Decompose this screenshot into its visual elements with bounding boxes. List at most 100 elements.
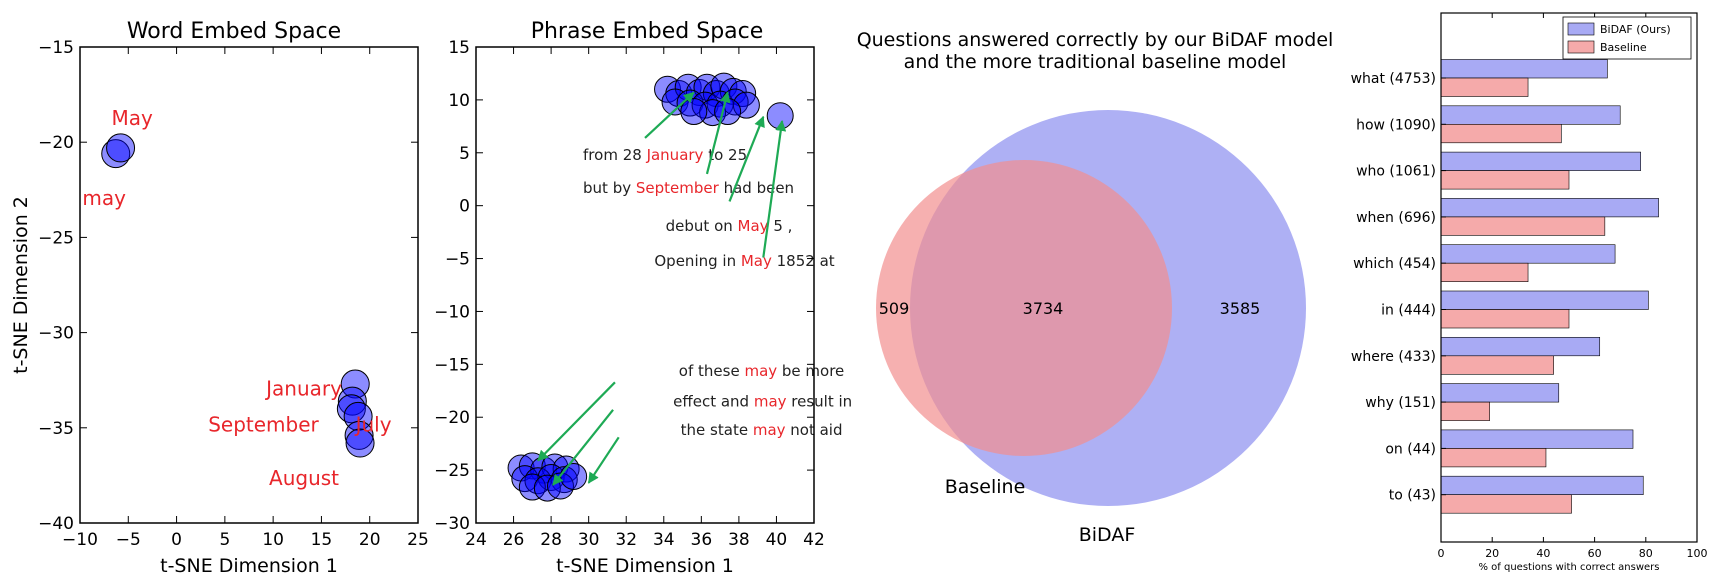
bar-baseline xyxy=(1440,494,1572,514)
word-label: may xyxy=(82,186,126,210)
scatter-point xyxy=(732,91,760,119)
bar-baseline xyxy=(1440,262,1529,283)
x-tick-label: 15 xyxy=(311,530,333,550)
phrase-annotation: of these may be more xyxy=(679,362,845,380)
phrase-embed-xlabel: t-SNE Dimension 1 xyxy=(556,555,734,577)
bar-legend-swatch-bidaf xyxy=(1567,22,1595,36)
bar-x-ticks: 0 20 40 60 80 100 xyxy=(1438,13,1708,560)
word-embed-frame xyxy=(79,46,419,524)
bar-frame xyxy=(1440,12,1698,543)
bar-bidaf xyxy=(1440,475,1644,496)
bar-category-labels: what (4753) how (1090) who (1061) when (696… xyxy=(1351,71,1446,504)
phrase-annotation: but by September had been xyxy=(583,179,794,197)
annotation-arrow xyxy=(537,381,616,462)
phrase-text: but by xyxy=(583,179,636,197)
bar-baseline xyxy=(1440,170,1570,190)
bar-category-label: when (696) xyxy=(1356,210,1436,226)
y-tick-label: 10 xyxy=(448,91,470,111)
scatter-point xyxy=(518,473,546,501)
word-embed-labels: May may January September July August xyxy=(82,106,391,490)
bar-baseline xyxy=(1440,216,1606,236)
venn-title-line-1: Questions answered correctly by our BiDA… xyxy=(857,29,1334,51)
highlighted-word: may xyxy=(754,393,787,411)
y-tick-label: 15 xyxy=(448,38,470,58)
word-label: August xyxy=(269,466,339,490)
venn-label-bidaf: BiDAF xyxy=(1079,524,1136,546)
bar-category-label: why (151) xyxy=(1365,395,1436,411)
phrase-text: Opening in xyxy=(654,252,740,270)
scatter-point xyxy=(560,462,588,490)
annotation-arrow xyxy=(552,409,614,486)
bar-bidaf xyxy=(1440,244,1616,264)
phrase-text: effect and xyxy=(673,393,754,411)
bar-baseline xyxy=(1440,309,1570,329)
venn-title-line-2: and the more traditional baseline model xyxy=(904,51,1287,73)
highlighted-word: May xyxy=(738,217,769,235)
x-tick-label: −10 xyxy=(62,530,98,550)
x-tick-label: 40 xyxy=(766,530,788,550)
scatter-point xyxy=(345,428,375,458)
x-tick-label: 0 xyxy=(171,530,182,550)
venn-region-baseline-only: 509 xyxy=(879,299,910,318)
y-tick-label: −40 xyxy=(38,514,74,534)
phrase-annotation: Opening in May 1852 at xyxy=(654,252,834,270)
bar-baseline xyxy=(1440,124,1562,144)
y-tick-label: −20 xyxy=(38,133,74,153)
bar-category-label: which (454) xyxy=(1353,256,1436,272)
scatter-point xyxy=(766,102,794,130)
bar-baseline xyxy=(1440,77,1529,97)
bar-legend-label-baseline: Baseline xyxy=(1600,41,1647,54)
annotation-arrow xyxy=(762,119,787,258)
phrase-annotation: from 28 January to 25 xyxy=(583,146,747,164)
x-tick-label: 32 xyxy=(615,530,637,550)
word-label: May xyxy=(111,106,153,130)
bar-category-label: what (4753) xyxy=(1351,71,1436,87)
x-tick-label: 42 xyxy=(803,530,825,550)
phrase-text: had been xyxy=(719,179,794,197)
scatter-point xyxy=(337,386,367,416)
bar-panel: what (4753) how (1090) who (1061) when (696… xyxy=(1351,12,1708,573)
bar-legend-swatch-baseline xyxy=(1567,40,1595,54)
bar-category-label: how (1090) xyxy=(1356,117,1436,133)
x-tick-label: 60 xyxy=(1588,547,1602,560)
venn-label-baseline: Baseline xyxy=(945,476,1026,498)
x-tick-label: 24 xyxy=(465,530,487,550)
highlighted-word: May xyxy=(741,252,772,270)
word-label: July xyxy=(354,413,392,437)
phrase-text: be more xyxy=(777,362,844,380)
highlighted-word: September xyxy=(636,179,720,197)
x-tick-label: 40 xyxy=(1536,547,1550,560)
x-tick-label: 0 xyxy=(1438,547,1445,560)
bar-baseline xyxy=(1440,355,1554,375)
x-tick-label: 80 xyxy=(1639,547,1653,560)
x-tick-label: 36 xyxy=(691,530,713,550)
word-embed-xlabel: t-SNE Dimension 1 xyxy=(160,555,338,577)
phrase-text: to 25 xyxy=(703,146,747,164)
bar-bidaf xyxy=(1440,336,1601,357)
bar-baseline xyxy=(1440,401,1490,421)
y-tick-label: −20 xyxy=(434,408,470,428)
scatter-point xyxy=(654,75,682,103)
venn-panel: Questions answered correctly by our BiDA… xyxy=(857,29,1334,546)
y-tick-label: −25 xyxy=(38,228,74,248)
x-tick-label: 100 xyxy=(1687,547,1708,560)
y-tick-label: −15 xyxy=(434,355,470,375)
phrase-annotation: the state may not aid xyxy=(681,421,843,439)
phrase-text: the state xyxy=(681,421,753,439)
bar-legend: BiDAF (Ours) Baseline xyxy=(1562,16,1692,60)
x-tick-label: 30 xyxy=(578,530,600,550)
bar-category-label: in (444) xyxy=(1381,303,1436,319)
x-tick-label: 38 xyxy=(728,530,750,550)
highlighted-word: may xyxy=(753,421,786,439)
phrase-annotation: debut on May 5 , xyxy=(666,217,793,235)
word-embed-panel: Word Embed Space May may January September J… xyxy=(10,19,429,577)
bar-category-label: who (1061) xyxy=(1356,164,1436,180)
x-tick-label: 26 xyxy=(503,530,525,550)
y-tick-label: −5 xyxy=(445,250,470,270)
bar-bidaf xyxy=(1440,383,1560,403)
annotation-arrow xyxy=(644,91,695,139)
venn-region-bidaf-only: 3585 xyxy=(1220,299,1261,318)
phrase-embed-panel: Phrase Embed Space from 28 January to 25… xyxy=(434,19,852,577)
highlighted-word: January xyxy=(646,146,704,164)
